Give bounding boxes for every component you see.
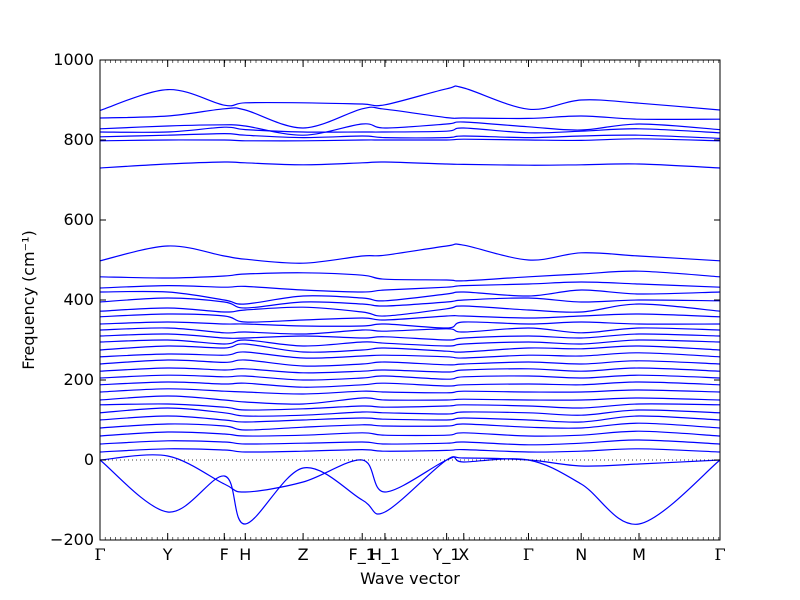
x-tick-label: N — [575, 545, 587, 564]
band-line-9 — [99, 270, 721, 282]
x-tick-label: Γ — [523, 545, 534, 564]
band-line-31 — [99, 430, 721, 437]
x-tick-label: H — [239, 545, 251, 564]
band-line-33 — [99, 448, 721, 453]
band-line-8 — [99, 243, 721, 264]
band-line-23 — [99, 374, 721, 381]
band-line-34 — [99, 454, 721, 493]
y-axis-title: Frequency (cm⁻¹) — [19, 230, 38, 369]
band-line-32 — [99, 439, 721, 446]
y-tick-label: 1000 — [53, 50, 94, 69]
band-line-3 — [99, 121, 721, 136]
x-tick-label: X — [458, 545, 469, 564]
band-line-35 — [99, 456, 721, 525]
x-tick-label: F — [220, 545, 229, 564]
band-line-18 — [99, 339, 721, 347]
x-axis-title: Wave vector — [360, 569, 460, 588]
band-line-22 — [99, 367, 721, 374]
band-line-10 — [99, 281, 721, 293]
band-line-14 — [99, 313, 721, 323]
x-tick-label: Y — [162, 545, 173, 564]
ticks-layer: −200 0 200 400 600 800 1000 Γ Y F H Z F_1H_1 Y_1X Γ N M Γ — [50, 50, 726, 565]
band-line-25 — [99, 388, 721, 395]
y-tick-label: 0 — [84, 450, 94, 469]
band-line-15 — [99, 321, 721, 329]
band-line-20 — [99, 351, 721, 359]
band-line-30 — [99, 422, 721, 431]
y-tick-label: 600 — [63, 210, 94, 229]
band-line-11 — [99, 289, 721, 305]
band-line-28 — [99, 407, 721, 417]
y-tick-label: 400 — [63, 290, 94, 309]
x-tick-label: Γ — [714, 545, 725, 564]
band-line-24 — [99, 381, 721, 388]
band-line-17 — [99, 333, 721, 341]
band-line-5 — [99, 132, 721, 139]
x-tick-label: M — [632, 545, 646, 564]
x-tick-label: Z — [298, 545, 309, 564]
x-tick-label: Γ — [94, 545, 105, 564]
band-line-13 — [99, 303, 721, 317]
band-line-27 — [99, 403, 721, 411]
y-tick-label: 800 — [63, 130, 94, 149]
y-tick-label: −200 — [50, 530, 94, 549]
band-line-19 — [99, 343, 721, 353]
y-tick-label: 200 — [63, 370, 94, 389]
band-line-29 — [99, 415, 721, 423]
band-line-4 — [99, 126, 721, 134]
band-line-12 — [99, 297, 721, 309]
x-tick-label: H_1 — [370, 545, 400, 565]
band-line-7 — [99, 161, 721, 169]
band-line-26 — [99, 395, 721, 405]
band-line-2 — [99, 106, 721, 129]
band-line-6 — [99, 138, 721, 142]
x-tick-label: F_1 — [349, 545, 376, 565]
x-tick-label: Y_1 — [432, 545, 461, 565]
band-line-1 — [99, 85, 721, 111]
band-line-16 — [99, 327, 721, 335]
series-layer — [99, 85, 721, 525]
band-line-21 — [99, 359, 721, 367]
